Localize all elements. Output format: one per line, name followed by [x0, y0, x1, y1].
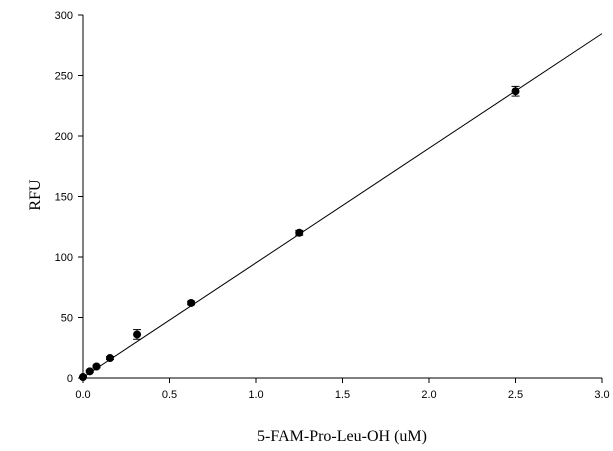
y-tick-label: 250 [55, 71, 73, 83]
fit-line [82, 33, 603, 378]
x-tick-label: 0.0 [75, 389, 90, 401]
y-tick-label: 300 [55, 10, 73, 22]
data-point [92, 362, 101, 371]
data-point [295, 228, 304, 237]
y-tick-label: 50 [61, 313, 73, 325]
y-tick-label: 150 [55, 192, 73, 204]
x-tick-label: 1.5 [335, 389, 350, 401]
data-point [133, 330, 142, 339]
x-tick-label: 3.0 [594, 389, 609, 401]
plot-area: 0.0 0.5 1.0 1.5 2.0 2.5 3.0 0 50 100 150 200 250 300 [55, 10, 610, 401]
data-point [511, 87, 520, 96]
x-tick-label: 0.5 [162, 389, 177, 401]
x-tick-label: 2.0 [421, 389, 436, 401]
data-point [105, 354, 114, 363]
y-tick-label: 200 [55, 131, 73, 143]
x-tick-label: 2.5 [508, 389, 523, 401]
data-point [79, 373, 87, 382]
x-tick-label: 1.0 [248, 389, 263, 401]
y-tick-label: 100 [55, 252, 73, 264]
x-axis-title: 5-FAM-Pro-Leu-OH (uM) [257, 428, 427, 445]
data-point [85, 367, 94, 376]
data-point [187, 298, 196, 307]
y-axis-title: RFU [27, 179, 44, 211]
y-tick-label: 0 [67, 373, 73, 385]
